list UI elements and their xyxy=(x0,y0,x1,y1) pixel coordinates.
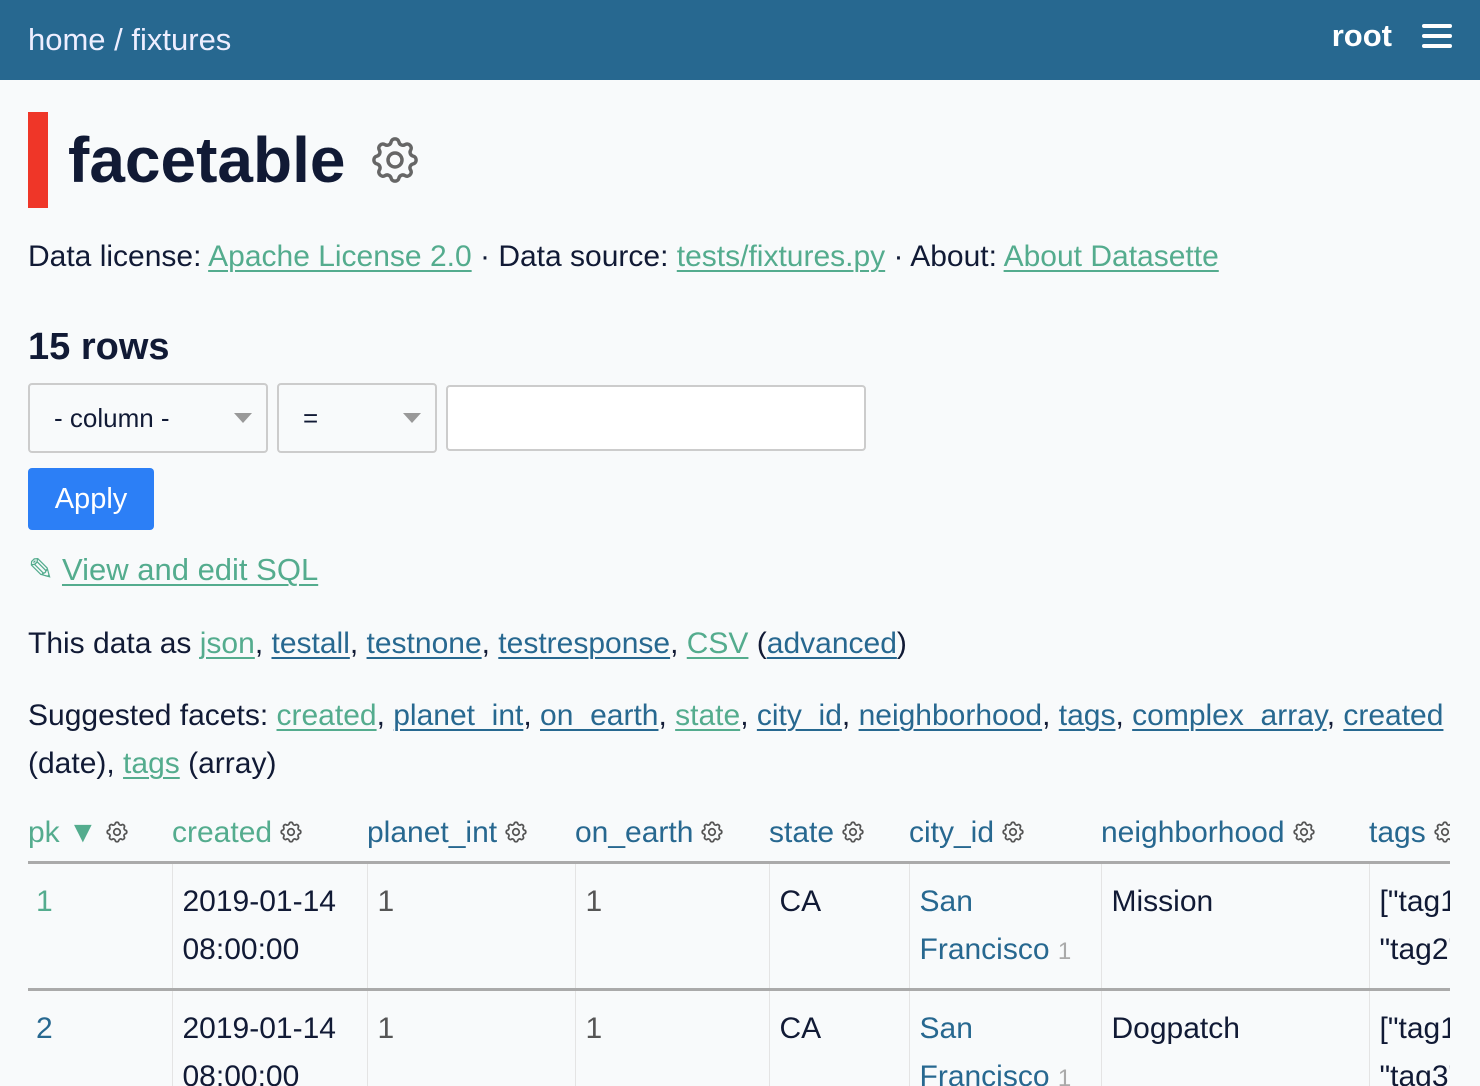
column-gear-icon[interactable] xyxy=(503,819,529,845)
sort-desc-icon: ▼ xyxy=(68,816,98,849)
row-link[interactable]: 2 xyxy=(36,1011,53,1045)
cell-created: 2019-01-14 08:00:00 xyxy=(171,989,367,1086)
column-select[interactable]: - column - xyxy=(28,383,268,453)
license-link[interactable]: Apache License 2.0 xyxy=(208,240,472,273)
export-testall[interactable]: testall xyxy=(271,627,350,660)
column-gear-icon[interactable] xyxy=(1291,819,1317,845)
facet-tags-array[interactable]: tags xyxy=(123,747,180,780)
gear-icon[interactable] xyxy=(367,132,423,188)
export-csv[interactable]: CSV xyxy=(686,627,749,660)
column-gear-icon[interactable] xyxy=(104,819,130,845)
column-header-planet-int: planet_int xyxy=(367,816,575,864)
column-gear-icon[interactable] xyxy=(699,819,725,845)
source-link[interactable]: tests/fixtures.py xyxy=(676,240,886,273)
apply-button[interactable]: Apply xyxy=(28,468,154,530)
view-edit-sql-link[interactable]: View and edit SQL xyxy=(61,552,319,587)
column-gear-icon[interactable] xyxy=(1432,819,1450,845)
facet-created[interactable]: created xyxy=(276,699,377,732)
cell-on-earth: 1 xyxy=(574,862,769,991)
column-gear-icon[interactable] xyxy=(278,819,304,845)
column-header-tags: tags xyxy=(1369,816,1450,864)
facet-on-earth[interactable]: on_earth xyxy=(540,699,659,732)
title-accent-bar xyxy=(28,112,48,208)
cell-created: 2019-01-14 08:00:00 xyxy=(171,862,367,991)
cell-tags: ["tag1", "tag2"] xyxy=(1368,862,1450,991)
cell-tags: ["tag1", "tag3"] xyxy=(1368,989,1450,1086)
column-header-created: created xyxy=(172,816,367,864)
column-header-pk: pk ▼ xyxy=(28,816,172,864)
row-count: 15 rows xyxy=(28,326,170,368)
metadata-line: Data license: Apache License 2.0 · Data … xyxy=(28,240,1219,273)
top-nav: home / fixtures root xyxy=(0,0,1480,80)
row-link[interactable]: 1 xyxy=(36,884,53,918)
sort-link[interactable]: tags xyxy=(1369,816,1426,849)
chevron-down-icon xyxy=(403,413,421,423)
chevron-down-icon xyxy=(234,413,252,423)
export-advanced[interactable]: advanced xyxy=(766,627,897,660)
sort-link[interactable]: planet_int xyxy=(367,816,498,849)
cell-city-id: San Francisco 1 xyxy=(908,862,1101,991)
export-json[interactable]: json xyxy=(199,627,255,660)
export-testnone[interactable]: testnone xyxy=(366,627,482,660)
facet-state[interactable]: state xyxy=(675,699,741,732)
table-container[interactable]: pk ▼ created planet_int on_earth state city_i… xyxy=(28,816,1450,1086)
breadcrumb-home[interactable]: home xyxy=(28,22,106,57)
column-header-neighborhood: neighborhood xyxy=(1101,816,1369,864)
facet-neighborhood[interactable]: neighborhood xyxy=(858,699,1043,732)
cell-on-earth: 1 xyxy=(574,989,769,1086)
breadcrumb-fixtures[interactable]: fixtures xyxy=(131,22,232,57)
cell-neighborhood: Dogpatch xyxy=(1100,989,1369,1086)
cell-planet-int: 1 xyxy=(366,862,575,991)
export-testresponse[interactable]: testresponse xyxy=(498,627,671,660)
sort-link[interactable]: city_id xyxy=(909,816,995,849)
sort-link[interactable]: on_earth xyxy=(575,816,694,849)
hamburger-icon[interactable] xyxy=(1422,24,1452,48)
facet-complex-array[interactable]: complex_array xyxy=(1132,699,1327,732)
cell-pk: 2 xyxy=(28,989,172,1086)
city-link[interactable]: San Francisco xyxy=(919,884,1050,966)
facet-tags[interactable]: tags xyxy=(1058,699,1116,732)
pencil-icon: ✎ xyxy=(28,552,54,587)
table-row: 2 2019-01-14 08:00:00 1 1 CA San Francis… xyxy=(28,989,1450,1086)
cell-planet-int: 1 xyxy=(366,989,575,1086)
column-header-city-id: city_id xyxy=(909,816,1101,864)
sort-link[interactable]: state xyxy=(769,816,835,849)
cell-pk: 1 xyxy=(28,862,172,991)
column-header-state: state xyxy=(769,816,909,864)
operator-select[interactable]: = xyxy=(277,383,437,453)
cell-state: CA xyxy=(768,862,909,991)
cell-city-id: San Francisco 1 xyxy=(908,989,1101,1086)
column-header-on-earth: on_earth xyxy=(575,816,769,864)
filter-value-input[interactable] xyxy=(446,385,866,451)
page-title: facetable xyxy=(68,124,346,196)
city-id-value: 1 xyxy=(1057,1064,1072,1086)
table-row: 1 2019-01-14 08:00:00 1 1 CA San Francis… xyxy=(28,862,1450,991)
suggested-facets: Suggested facets: created, planet_int, o… xyxy=(28,699,1444,780)
export-links: This data as json, testall, testnone, te… xyxy=(28,627,907,660)
cell-state: CA xyxy=(768,989,909,1086)
city-link[interactable]: San Francisco xyxy=(919,1011,1050,1086)
filter-row: - column - = xyxy=(28,383,1452,453)
about-link[interactable]: About Datasette xyxy=(1003,240,1219,273)
sort-link[interactable]: neighborhood xyxy=(1101,816,1285,849)
column-gear-icon[interactable] xyxy=(1000,819,1026,845)
sort-link[interactable]: pk xyxy=(28,816,60,849)
user-name: root xyxy=(1331,18,1392,53)
rows-table: pk ▼ created planet_int on_earth state city_i… xyxy=(28,816,1450,1086)
sort-link[interactable]: created xyxy=(172,816,273,849)
cell-neighborhood: Mission xyxy=(1100,862,1369,991)
facet-created-date[interactable]: created xyxy=(1343,699,1444,732)
facet-planet-int[interactable]: planet_int xyxy=(393,699,524,732)
facet-city-id[interactable]: city_id xyxy=(756,699,842,732)
column-gear-icon[interactable] xyxy=(840,819,866,845)
breadcrumb: home / fixtures xyxy=(28,22,232,57)
city-id-value: 1 xyxy=(1057,937,1072,965)
